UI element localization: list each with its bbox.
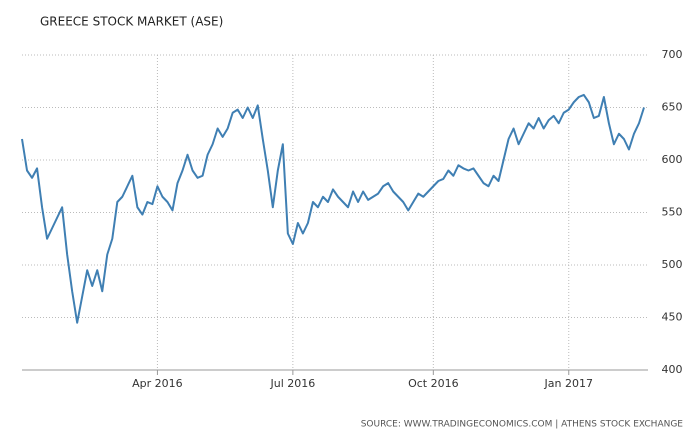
y-tick-label: 450 — [662, 311, 683, 324]
y-tick-label: 400 — [662, 363, 683, 376]
y-tick-label: 600 — [662, 153, 683, 166]
y-tick-label: 550 — [662, 206, 683, 219]
x-tick-label: Jan 2017 — [544, 377, 593, 390]
x-tick-label: Jul 2016 — [269, 377, 315, 390]
source-note: SOURCE: WWW.TRADINGECONOMICS.COM | ATHEN… — [361, 420, 684, 430]
price-line — [21, 93, 645, 324]
y-tick-label: 700 — [662, 48, 683, 61]
x-tick-label: Oct 2016 — [408, 377, 459, 390]
x-tick-label: Apr 2016 — [132, 377, 183, 390]
y-tick-label: 500 — [662, 258, 683, 271]
y-tick-label: 650 — [662, 101, 683, 114]
chart-title: GREECE STOCK MARKET (ASE) — [40, 15, 223, 29]
